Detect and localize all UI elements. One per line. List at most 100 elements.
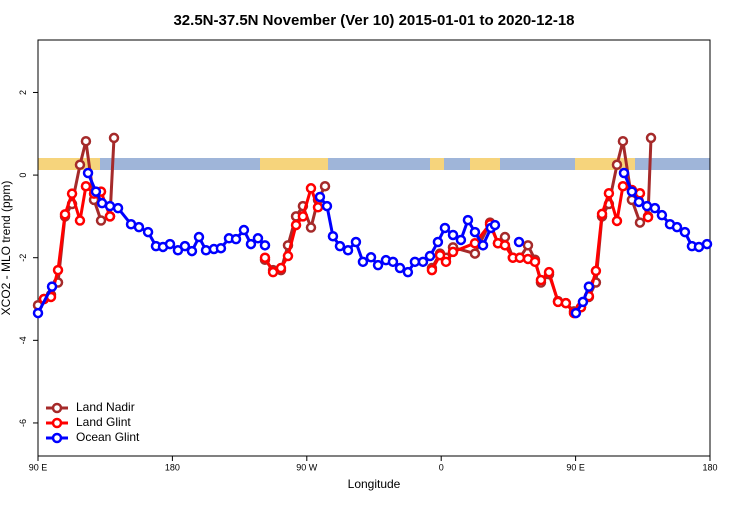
- data-point: [469, 248, 481, 259]
- data-point: [80, 180, 92, 192]
- data-point: [434, 249, 446, 261]
- y-tick-label: -2: [18, 254, 28, 262]
- data-point: [583, 281, 595, 292]
- data-point: [514, 252, 526, 263]
- data-point: [596, 208, 608, 220]
- data-point: [74, 159, 86, 171]
- data-point: [238, 224, 250, 236]
- legend-marker: [51, 432, 63, 444]
- data-point: [634, 188, 646, 199]
- data-point: [617, 180, 629, 192]
- land-strip: [430, 158, 444, 170]
- data-point: [513, 236, 525, 248]
- data-point: [489, 219, 501, 231]
- data-point: [409, 256, 421, 268]
- legend-marker: [51, 402, 63, 414]
- data-point: [230, 233, 242, 245]
- data-point: [319, 180, 331, 192]
- x-tick-label: 180: [165, 462, 180, 472]
- data-point: [634, 217, 646, 228]
- data-point: [321, 200, 333, 212]
- data-point: [543, 266, 555, 278]
- data-point: [215, 242, 227, 254]
- data-point: [560, 297, 572, 309]
- data-point: [350, 236, 362, 248]
- data-point: [334, 240, 346, 252]
- data-point: [259, 252, 271, 263]
- data-point: [649, 202, 661, 214]
- data-point: [193, 231, 205, 243]
- x-tick-label: 90 E: [566, 462, 585, 472]
- data-point: [95, 215, 107, 226]
- data-point: [522, 240, 534, 251]
- data-point: [633, 196, 645, 208]
- data-point: [104, 200, 116, 212]
- land-ocean-strip: [38, 158, 710, 170]
- data-point: [424, 250, 436, 262]
- data-point: [342, 245, 354, 256]
- data-point: [90, 186, 102, 197]
- data-point: [469, 237, 481, 249]
- data-point: [275, 262, 287, 274]
- data-point: [387, 256, 399, 268]
- y-tick-label: -4: [18, 336, 28, 344]
- data-point: [402, 266, 414, 278]
- data-point: [305, 222, 317, 233]
- data-point: [74, 215, 86, 226]
- data-point: [432, 236, 444, 248]
- data-point: [112, 202, 124, 214]
- data-point: [164, 238, 176, 250]
- data-point: [603, 188, 615, 199]
- data-point: [642, 211, 654, 223]
- data-point: [440, 256, 452, 268]
- data-point: [259, 240, 271, 251]
- data-point: [469, 226, 481, 238]
- y-tick-label: 2: [18, 90, 28, 95]
- data-point: [372, 259, 384, 271]
- data-point: [679, 226, 691, 238]
- data-point: [611, 215, 623, 227]
- data-point: [499, 231, 511, 243]
- data-point: [186, 245, 198, 257]
- x-tick-label: 180: [702, 462, 717, 472]
- data-point: [618, 167, 630, 179]
- data-point: [477, 240, 489, 251]
- data-point: [142, 226, 154, 238]
- data-point: [312, 202, 324, 213]
- data-point: [290, 219, 302, 231]
- data-point: [499, 240, 511, 251]
- data-point: [394, 262, 406, 274]
- data-point: [462, 214, 474, 226]
- x-tick-label: 90 E: [29, 462, 48, 472]
- data-point: [252, 233, 264, 244]
- data-point: [133, 221, 145, 233]
- data-point: [297, 211, 309, 222]
- data-point: [590, 265, 602, 277]
- data-point: [66, 188, 78, 199]
- y-tick-label: 0: [18, 173, 28, 178]
- legend-label: Land Nadir: [76, 400, 135, 414]
- data-point: [104, 211, 116, 222]
- chart-title: 32.5N-37.5N November (Ver 10) 2015-01-01…: [173, 12, 574, 29]
- data-point: [305, 183, 317, 194]
- data-point: [80, 135, 92, 147]
- data-point: [52, 264, 64, 276]
- data-point: [577, 296, 589, 308]
- data-point: [282, 250, 294, 262]
- land-strip: [470, 158, 500, 170]
- data-point: [552, 296, 564, 308]
- data-point: [365, 252, 377, 263]
- data-point: [447, 229, 459, 241]
- data-point: [656, 209, 668, 221]
- x-tick-label: 0: [439, 462, 444, 472]
- data-point: [617, 135, 629, 147]
- data-point: [611, 159, 623, 171]
- data-point: [426, 264, 438, 276]
- legend-label: Ocean Glint: [76, 430, 140, 444]
- data-point: [529, 256, 541, 268]
- data-point: [535, 274, 547, 286]
- data-point: [32, 307, 44, 319]
- data-point: [357, 256, 369, 268]
